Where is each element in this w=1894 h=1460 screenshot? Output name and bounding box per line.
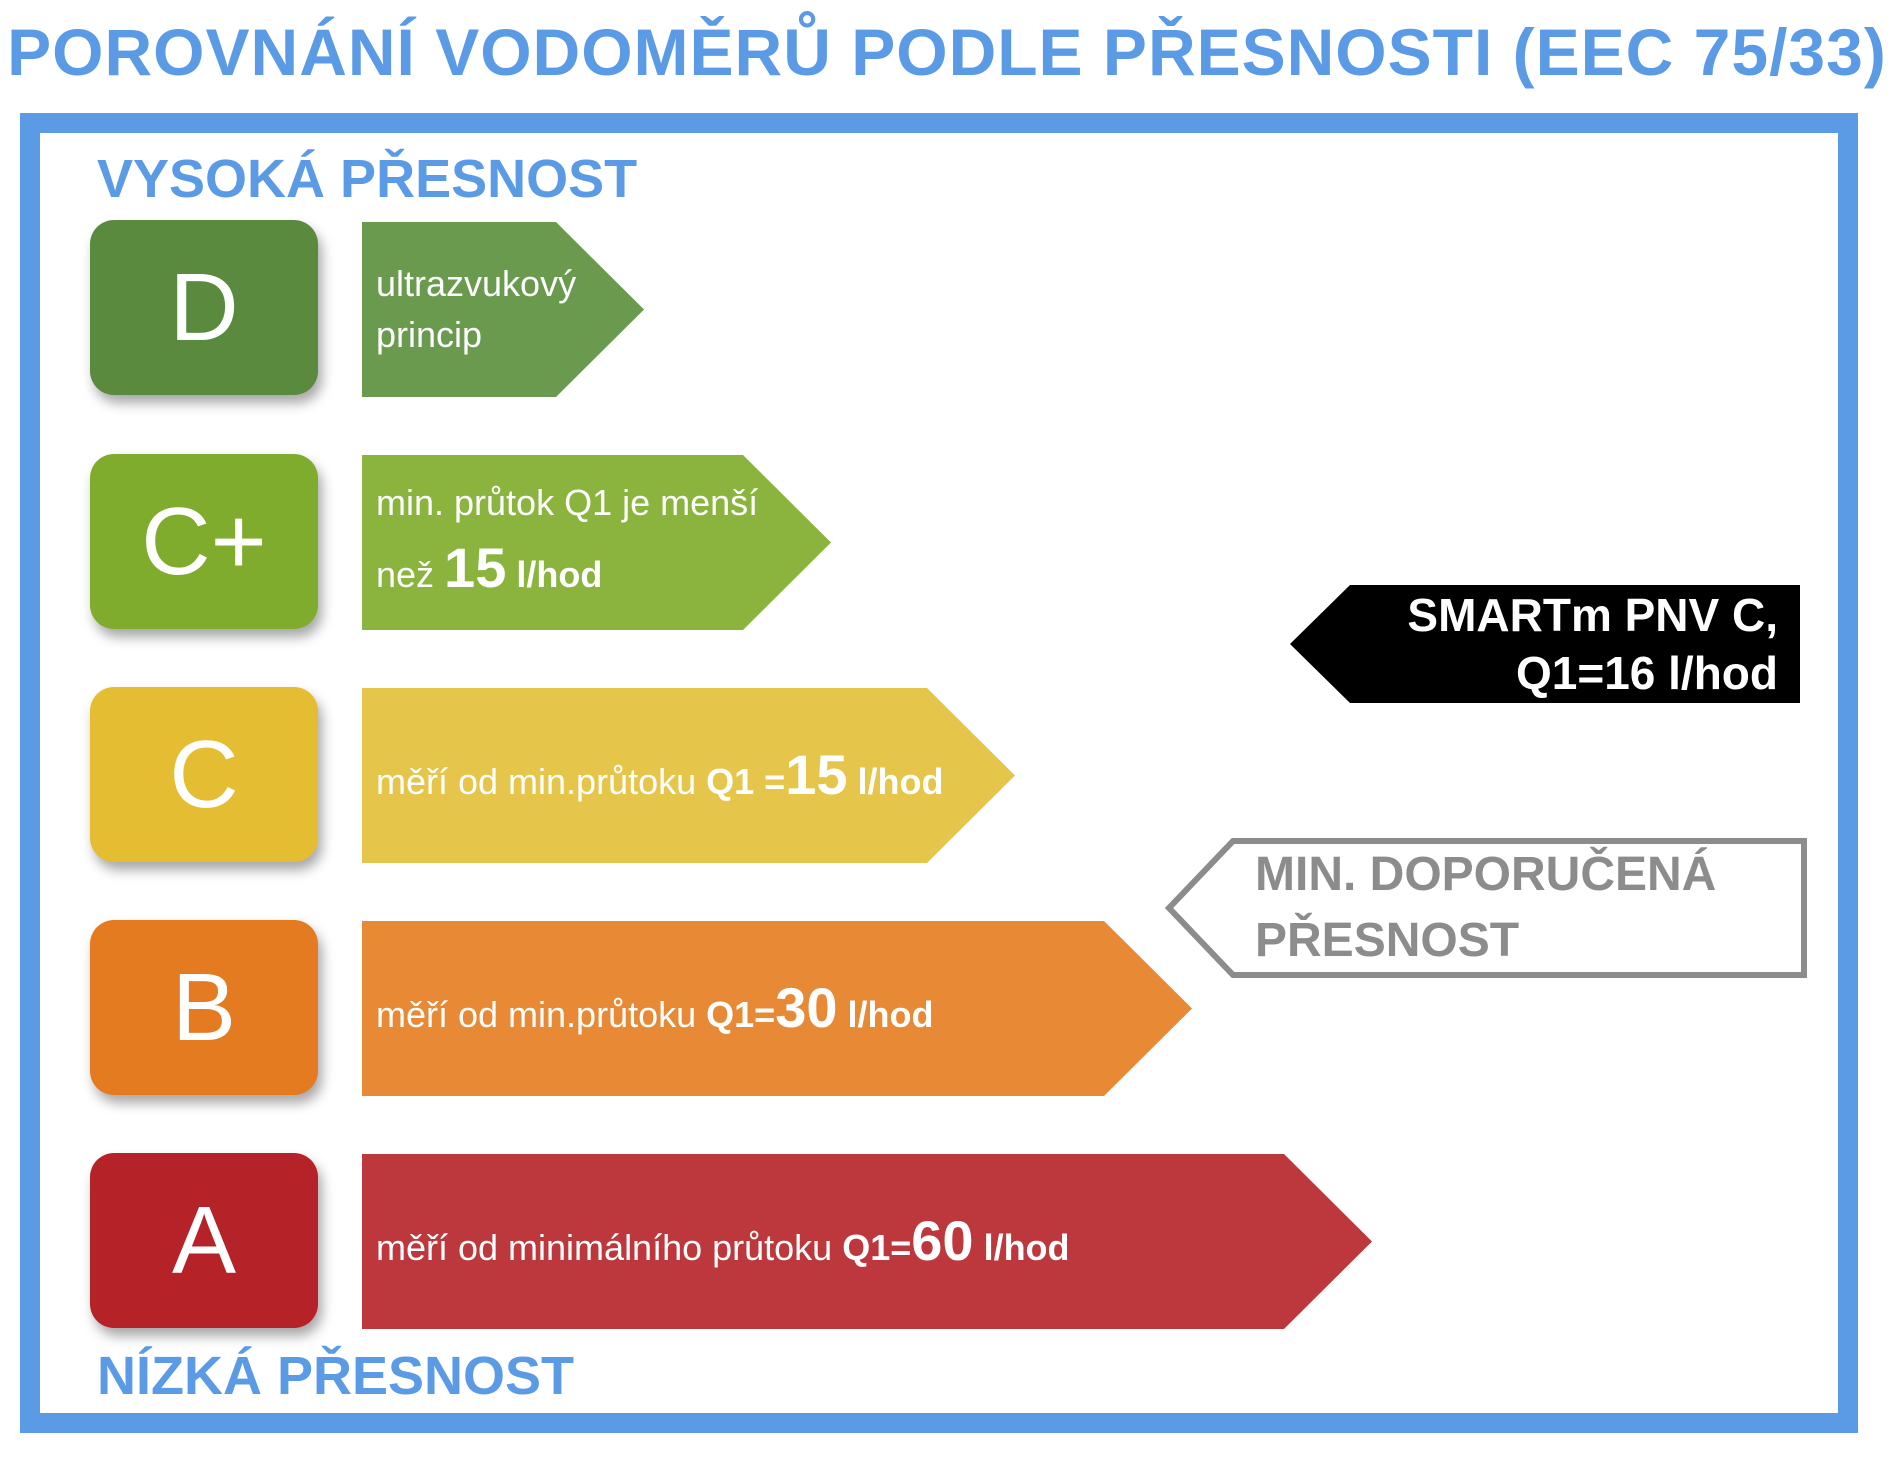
grade-cplus-text-pre: než [376, 553, 445, 595]
grade-b-q1: Q1= [706, 994, 776, 1036]
grade-a-letter: A [171, 1186, 237, 1294]
grade-d-text-line1: ultrazvukový [376, 263, 577, 305]
grade-a-value: 60 [911, 1209, 974, 1273]
grade-c-letter: C [169, 720, 239, 828]
grade-c-q1: Q1 = [706, 761, 786, 803]
smartm-callout-arrow [1290, 585, 1800, 703]
grade-cplus-letter: C+ [141, 487, 267, 595]
grade-cplus-badge: C+ [90, 454, 318, 629]
grade-a-text-pre: měří od minimálního průtoku [376, 1227, 843, 1269]
smartm-callout-label: SMARTm PNV C, Q1=16 l/hod [1370, 586, 1778, 702]
grade-b-text-pre: měří od min.průtoku [376, 994, 707, 1036]
grade-cplus-text-line1: min. průtok Q1 je menší [376, 482, 759, 524]
grade-b-unit: l/hod [837, 994, 934, 1036]
grade-c-arrow: měří od min.průtoku Q1 =15 l/hod [362, 688, 1015, 863]
grade-a-arrow: měří od minimálního průtoku Q1=60 l/hod [362, 1154, 1372, 1329]
grade-b-arrow: měří od min.průtoku Q1=30 l/hod [362, 921, 1192, 1096]
smartm-callout-line2: Q1=16 l/hod [1515, 647, 1778, 699]
grade-c-text: měří od min.průtoku Q1 =15 l/hod [376, 736, 1015, 814]
recommended-callout-shape [1164, 838, 1807, 978]
recommended-callout-line1: MIN. DOPORUČENÁ [1255, 848, 1717, 901]
low-accuracy-label: NÍZKÁ PŘESNOST [97, 1346, 575, 1406]
grade-c-unit: l/hod [847, 761, 944, 803]
grade-c-value: 15 [785, 743, 848, 807]
grade-d-letter: D [169, 253, 239, 361]
smartm-callout-line1: SMARTm PNV C, [1407, 589, 1778, 641]
grade-a-q1: Q1= [842, 1227, 912, 1269]
grade-cplus-value: 15 [444, 535, 507, 599]
recommended-callout-label: MIN. DOPORUČENÁ PŘESNOST [1255, 842, 1716, 974]
grade-c-badge: C [90, 687, 318, 862]
smartm-callout-shape [1290, 585, 1800, 703]
diagram-frame [20, 113, 1858, 1433]
recommended-callout-line2: PŘESNOST [1255, 914, 1520, 967]
grade-cplus-arrow: min. průtok Q1 je menší než 15 l/hod [362, 455, 831, 630]
grade-cplus-unit: l/hod [506, 553, 603, 595]
grade-a-text: měří od minimálního průtoku Q1=60 l/hod [376, 1202, 1372, 1280]
grade-b-badge: B [90, 920, 318, 1095]
grade-a-unit: l/hod [973, 1227, 1070, 1269]
recommended-callout-arrow [1164, 838, 1807, 978]
grade-a-badge: A [90, 1153, 318, 1328]
grade-c-text-pre: měří od min.průtoku [376, 761, 707, 803]
grade-b-letter: B [171, 953, 237, 1061]
grade-b-value: 30 [775, 976, 838, 1040]
grade-d-badge: D [90, 220, 318, 395]
grade-b-text: měří od min.průtoku Q1=30 l/hod [376, 969, 1192, 1047]
high-accuracy-label: VYSOKÁ PŘESNOST [97, 149, 638, 209]
grade-cplus-text-line2: než 15 l/hod [376, 529, 831, 607]
grade-d-text-line2: princip [376, 313, 483, 355]
page-title: POROVNÁNÍ VODOMĚRŮ PODLE PŘESNOSTI (EEC … [7, 15, 1887, 89]
